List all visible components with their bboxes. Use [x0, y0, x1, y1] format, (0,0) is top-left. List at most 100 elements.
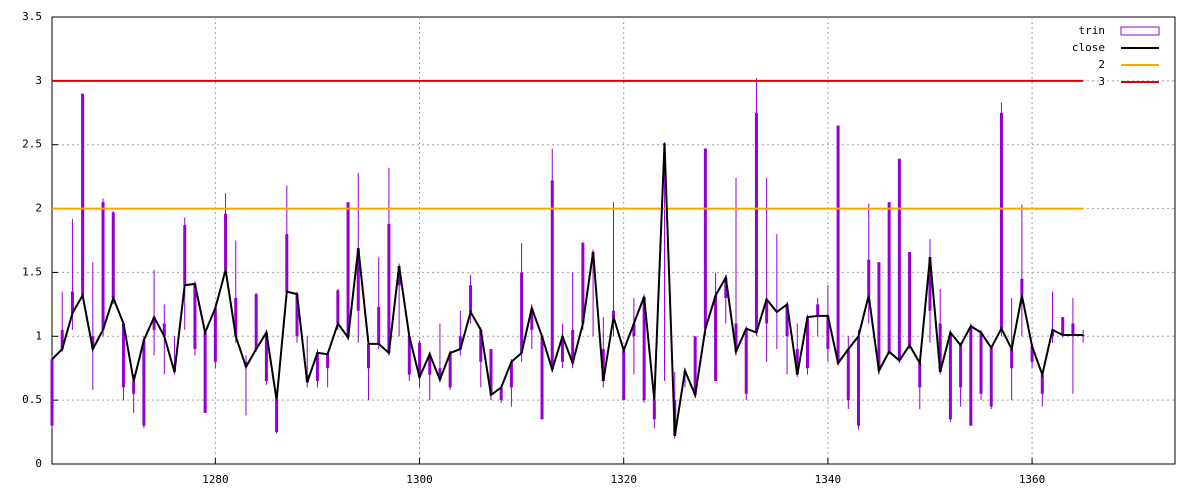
candle-body: [999, 112, 1003, 329]
candle-body: [203, 332, 207, 413]
candle-body: [918, 363, 922, 388]
candle-body: [897, 158, 901, 361]
candle-body: [1081, 335, 1085, 337]
candle-body: [81, 93, 85, 296]
candle-body: [428, 354, 432, 375]
x-tick-label: 1360: [1019, 473, 1046, 486]
candle-body: [908, 251, 912, 346]
x-tick-label: 1340: [815, 473, 842, 486]
candle-body: [724, 277, 728, 298]
candle-body: [969, 326, 973, 426]
candle-body: [693, 336, 697, 396]
candle-body: [397, 266, 401, 286]
candle-body: [346, 202, 350, 338]
close-line: [51, 143, 1084, 437]
candle-body: [795, 349, 799, 375]
candle-body: [285, 234, 289, 292]
candle-body: [418, 342, 422, 378]
candle-body: [560, 336, 564, 362]
candle-body: [846, 349, 850, 401]
candle-body: [60, 329, 64, 350]
candle-body: [1061, 317, 1065, 336]
candle-body: [377, 306, 381, 344]
candle-body: [622, 350, 626, 401]
candle-body: [948, 332, 952, 420]
candle-body: [183, 225, 187, 286]
candle-body: [448, 352, 452, 388]
legend-label: 3: [1098, 75, 1105, 88]
x-tick-label: 1280: [202, 473, 229, 486]
candle-body: [867, 259, 871, 296]
candle-body: [499, 387, 503, 401]
candle-body: [826, 315, 830, 350]
candle-body: [152, 317, 156, 330]
candle-body: [744, 328, 748, 394]
candle-body: [275, 400, 279, 433]
candle-body: [805, 317, 809, 369]
legend-label: close: [1072, 41, 1105, 54]
candle-body: [550, 180, 554, 370]
candle-body: [1030, 346, 1034, 362]
candle-body: [254, 294, 258, 350]
candle-body: [959, 345, 963, 388]
candle-body: [785, 304, 789, 337]
y-tick-label: 0: [35, 457, 42, 470]
candle-body: [938, 323, 942, 373]
candle-body: [132, 380, 136, 394]
y-tick-label: 2: [35, 202, 42, 215]
candle-body: [407, 336, 411, 375]
candle-body: [509, 361, 513, 388]
candle-body: [1071, 323, 1075, 336]
y-tick-label: 3: [35, 74, 42, 87]
x-tick-label: 1300: [406, 473, 433, 486]
x-tick-label: 1320: [610, 473, 637, 486]
candle-body: [224, 213, 228, 270]
candle-body: [469, 285, 473, 313]
candle-body: [714, 295, 718, 381]
candle-body: [70, 291, 74, 314]
candle-body: [540, 336, 544, 420]
candle-body: [754, 112, 758, 333]
candle-body: [571, 329, 575, 364]
candle-body: [142, 340, 146, 426]
candle-body: [121, 323, 125, 388]
y-tick-label: 0.5: [22, 393, 42, 406]
candle-body: [111, 212, 115, 298]
candle-body: [295, 294, 299, 337]
candle-body: [612, 310, 615, 318]
candle-body: [213, 308, 217, 362]
candle-body: [162, 323, 166, 337]
candle-body: [989, 347, 993, 407]
candle-body: [479, 329, 483, 362]
candle-body: [979, 332, 983, 394]
candle-body: [438, 368, 442, 380]
candle-body: [336, 290, 340, 324]
candle-body: [652, 400, 656, 420]
candle-body: [315, 352, 319, 381]
candle-body: [50, 359, 54, 426]
candle-body: [530, 308, 534, 330]
candle-body: [1010, 349, 1014, 369]
candle-body: [857, 336, 861, 426]
y-tick-label: 3.5: [22, 10, 42, 23]
candle-body: [703, 148, 707, 329]
candle-body: [734, 323, 738, 352]
y-tick-label: 2.5: [22, 138, 42, 151]
legend-label: trin: [1079, 24, 1106, 37]
candle-body: [928, 257, 932, 311]
candle-body: [1040, 374, 1044, 394]
y-tick-label: 1: [35, 329, 42, 342]
candle-body: [91, 336, 95, 350]
candle-body: [816, 304, 820, 316]
candle-body: [632, 323, 636, 337]
candle-body: [234, 297, 238, 337]
legend-swatch: [1120, 26, 1160, 36]
candle-body: [836, 125, 840, 364]
candle-body: [193, 283, 197, 350]
candle-body: [581, 243, 585, 324]
legend-label: 2: [1098, 58, 1105, 71]
candle-body: [489, 349, 493, 396]
plot-frame: [51, 16, 1176, 465]
candle-body: [101, 202, 105, 330]
